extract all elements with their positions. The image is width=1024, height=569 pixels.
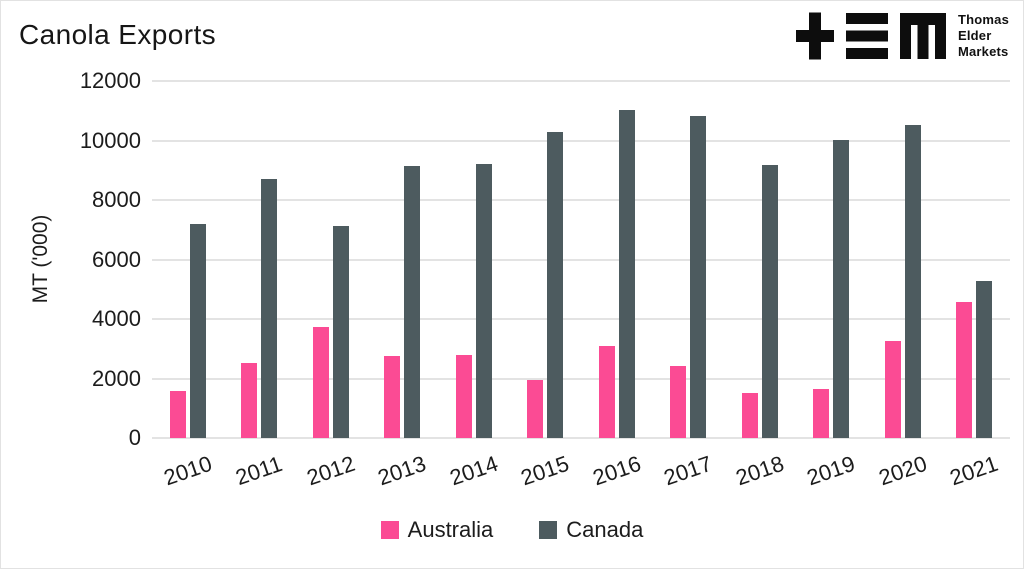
bar-canada-2011 — [261, 178, 278, 438]
gridline — [152, 318, 1010, 320]
logo-wordmark-line: Markets — [957, 44, 1009, 59]
legend-item-australia: Australia — [380, 517, 494, 543]
logo-e-bars-icon — [845, 12, 888, 60]
bar-canada-2017 — [690, 115, 707, 438]
legend-item-canada: Canada — [539, 517, 643, 543]
chart-title: Canola Exports — [19, 19, 217, 50]
logo-wordmark-line: Elder — [957, 28, 992, 43]
logo-wordmark: Thomas Elder Markets — [958, 12, 1009, 60]
y-tick-label: 8000 — [92, 187, 141, 212]
gridline — [152, 437, 1010, 439]
bar-australia-2015 — [527, 379, 544, 438]
legend-label: Canada — [566, 517, 644, 542]
bar-australia-2016 — [598, 346, 615, 438]
gridline — [152, 80, 1010, 82]
bar-canada-2014 — [475, 164, 492, 438]
legend-label: Australia — [407, 517, 494, 542]
bar-canada-2012 — [332, 226, 349, 438]
bar-canada-2010 — [189, 223, 206, 438]
bar-canada-2021 — [976, 280, 993, 438]
bar-australia-2014 — [455, 354, 472, 438]
gridline — [152, 139, 1010, 142]
legend-swatch-icon — [539, 521, 558, 539]
y-tick-label: 6000 — [92, 246, 141, 272]
logo-plus-icon — [795, 12, 834, 60]
plot-area — [152, 80, 1010, 439]
bar-canada-2016 — [618, 110, 635, 438]
bar-australia-2017 — [670, 365, 687, 438]
bar-canada-2018 — [761, 164, 778, 438]
bar-canada-2015 — [547, 132, 564, 438]
y-tick-label: 0 — [128, 425, 141, 450]
legend-swatch-icon — [380, 521, 399, 539]
gridline — [152, 258, 1010, 261]
y-axis-tick-labels: 0 2000 4000 6000 8000 10000 12000 — [1, 68, 141, 450]
y-tick-label: 4000 — [92, 306, 141, 331]
gridline — [152, 199, 1010, 201]
gridline — [152, 377, 1010, 380]
bar-canada-2019 — [833, 139, 850, 438]
y-tick-label: 12000 — [79, 68, 141, 93]
y-tick-label: 2000 — [92, 365, 141, 391]
bar-australia-2010 — [169, 391, 186, 438]
bar-australia-2018 — [741, 392, 758, 438]
x-axis-tick-labels: 2010 2011 2012 2013 2014 2015 2016 2017 2018 2019… — [152, 444, 1010, 504]
tem-logo: Thomas Elder Markets — [795, 11, 1009, 61]
logo-m-icon — [899, 13, 946, 59]
bar-australia-2011 — [241, 362, 258, 438]
bar-australia-2020 — [884, 340, 901, 438]
bar-australia-2012 — [312, 326, 329, 438]
bar-australia-2019 — [813, 389, 830, 438]
logo-wordmark-line: Thomas — [957, 12, 1009, 27]
bar-canada-2020 — [904, 125, 921, 438]
bar-australia-2021 — [956, 301, 973, 438]
bar-canada-2013 — [404, 165, 421, 438]
y-tick-label: 10000 — [79, 127, 141, 153]
legend: Australia Canada — [1, 517, 1023, 543]
bar-australia-2013 — [384, 355, 401, 438]
